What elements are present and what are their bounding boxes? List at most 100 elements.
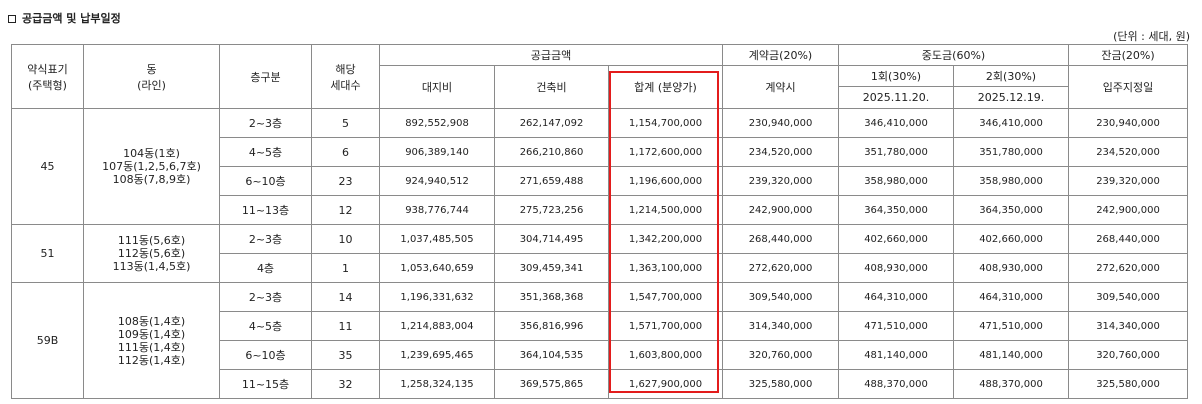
land-cell: 938,776,744 <box>379 195 495 225</box>
land-cell: 892,552,908 <box>379 108 495 138</box>
building-cell: 309,459,341 <box>494 253 609 283</box>
balance-cell: 234,520,000 <box>1068 137 1188 167</box>
building-cell: 356,816,996 <box>494 311 609 341</box>
floor-cell: 11~13층 <box>219 195 312 225</box>
header-units: 해당 세대수 <box>311 44 380 109</box>
unit-type-cell: 51 <box>11 224 84 283</box>
total-cell: 1,363,100,000 <box>608 253 723 283</box>
table-row: 59B 108동(1,4호) 109동(1,4호) 111동(1,4호) 112동… <box>11 282 1188 399</box>
m2-cell: 351,780,000 <box>953 137 1069 167</box>
units-cell: 1 <box>311 253 380 283</box>
units-cell: 32 <box>311 369 380 399</box>
contract-cell: 325,580,000 <box>722 369 839 399</box>
land-cell: 1,053,640,659 <box>379 253 495 283</box>
contract-cell: 234,520,000 <box>722 137 839 167</box>
land-cell: 1,258,324,135 <box>379 369 495 399</box>
total-cell: 1,196,600,000 <box>608 166 723 196</box>
header-supply: 공급금액 <box>379 44 723 66</box>
contract-cell: 230,940,000 <box>722 108 839 138</box>
units-cell: 6 <box>311 137 380 167</box>
m2-cell: 358,980,000 <box>953 166 1069 196</box>
units-cell: 14 <box>311 282 380 312</box>
header-building: 건축비 <box>494 65 609 109</box>
header-floor: 층구분 <box>219 44 312 109</box>
m1-cell: 471,510,000 <box>838 311 954 341</box>
m2-cell: 408,930,000 <box>953 253 1069 283</box>
floor-cell: 2~3층 <box>219 108 312 138</box>
total-cell: 1,342,200,000 <box>608 224 723 254</box>
contract-cell: 309,540,000 <box>722 282 839 312</box>
table-row: 45 104동(1호) 107동(1,2,5,6,7호) 108동(7,8,9호)… <box>11 108 1188 225</box>
m1-cell: 408,930,000 <box>838 253 954 283</box>
header-dong: 동 (라인) <box>83 44 220 109</box>
header-middle: 중도금(60%) <box>838 44 1069 66</box>
header-type: 약식표기 (주택형) <box>11 44 84 109</box>
land-cell: 1,239,695,465 <box>379 340 495 370</box>
unit-type-cell: 59B <box>11 282 84 399</box>
building-cell: 262,147,092 <box>494 108 609 138</box>
balance-cell: 314,340,000 <box>1068 311 1188 341</box>
balance-cell: 242,900,000 <box>1068 195 1188 225</box>
total-cell: 1,214,500,000 <box>608 195 723 225</box>
balance-cell: 320,760,000 <box>1068 340 1188 370</box>
section-title: 공급금액 및 납부일정 <box>8 10 121 26</box>
table-row: 4~5층 6 906,389,140 266,210,860 1,172,600,000… <box>12 137 1188 167</box>
header-contract-sub: 계약시 <box>722 65 839 109</box>
building-cell: 364,104,535 <box>494 340 609 370</box>
unit-note: (단위 : 세대, 원) <box>1113 30 1190 43</box>
section-title-text: 공급금액 및 납부일정 <box>22 12 121 25</box>
header-balance-sub: 입주지정일 <box>1068 65 1188 109</box>
units-cell: 10 <box>311 224 380 254</box>
building-cell: 275,723,256 <box>494 195 609 225</box>
floor-cell: 6~10층 <box>219 166 312 196</box>
total-cell: 1,571,700,000 <box>608 311 723 341</box>
header-middle2: 2회(30%) <box>953 65 1069 87</box>
land-cell: 1,196,331,632 <box>379 282 495 312</box>
land-cell: 1,214,883,004 <box>379 311 495 341</box>
floor-cell: 2~3층 <box>219 282 312 312</box>
header-middle2-date: 2025.12.19. <box>953 86 1069 109</box>
header-land: 대지비 <box>379 65 495 109</box>
total-cell: 1,547,700,000 <box>608 282 723 312</box>
table-row: 51 111동(5,6호) 112동(5,6호) 113동(1,4,5호) 2~3층… <box>11 224 1188 283</box>
m2-cell: 402,660,000 <box>953 224 1069 254</box>
building-cell: 271,659,488 <box>494 166 609 196</box>
table-row: 6~10층 35 1,239,695,465 364,104,535 1,603,800… <box>12 340 1188 370</box>
floor-cell: 4~5층 <box>219 311 312 341</box>
m1-cell: 358,980,000 <box>838 166 954 196</box>
balance-cell: 325,580,000 <box>1068 369 1188 399</box>
dong-cell: 111동(5,6호) 112동(5,6호) 113동(1,4,5호) <box>83 224 220 283</box>
floor-cell: 2~3층 <box>219 224 312 254</box>
m2-cell: 481,140,000 <box>953 340 1069 370</box>
table-row: 11~15층 32 1,258,324,135 369,575,865 1,627,90… <box>12 369 1188 399</box>
dong-cell: 108동(1,4호) 109동(1,4호) 111동(1,4호) 112동(1,… <box>83 282 220 399</box>
m1-cell: 488,370,000 <box>838 369 954 399</box>
floor-cell: 4~5층 <box>219 137 312 167</box>
contract-cell: 272,620,000 <box>722 253 839 283</box>
m2-cell: 471,510,000 <box>953 311 1069 341</box>
m2-cell: 464,310,000 <box>953 282 1069 312</box>
m1-cell: 364,350,000 <box>838 195 954 225</box>
total-cell: 1,154,700,000 <box>608 108 723 138</box>
contract-cell: 314,340,000 <box>722 311 839 341</box>
header-contract: 계약금(20%) <box>722 44 839 66</box>
m1-cell: 402,660,000 <box>838 224 954 254</box>
table-row: 6~10층 23 924,940,512 271,659,488 1,196,600,0… <box>12 166 1188 196</box>
units-cell: 11 <box>311 311 380 341</box>
price-schedule-table: 약식표기 (주택형) 동 (라인) 층구분 해당 세대수 공급금액 계약금(20… <box>11 44 1188 399</box>
total-cell: 1,627,900,000 <box>608 369 723 399</box>
m1-cell: 464,310,000 <box>838 282 954 312</box>
table-row: 4~5층 11 1,214,883,004 356,816,996 1,571,700,… <box>12 311 1188 341</box>
dong-cell: 104동(1호) 107동(1,2,5,6,7호) 108동(7,8,9호) <box>83 108 220 225</box>
table-row: 4층 1 1,053,640,659 309,459,341 1,363,100,000… <box>12 253 1188 283</box>
header-total: 합계 (분양가) <box>608 65 723 109</box>
total-cell: 1,172,600,000 <box>608 137 723 167</box>
contract-cell: 268,440,000 <box>722 224 839 254</box>
balance-cell: 230,940,000 <box>1068 108 1188 138</box>
m1-cell: 346,410,000 <box>838 108 954 138</box>
balance-cell: 272,620,000 <box>1068 253 1188 283</box>
units-cell: 5 <box>311 108 380 138</box>
m2-cell: 346,410,000 <box>953 108 1069 138</box>
unit-type-cell: 45 <box>11 108 84 225</box>
m2-cell: 364,350,000 <box>953 195 1069 225</box>
